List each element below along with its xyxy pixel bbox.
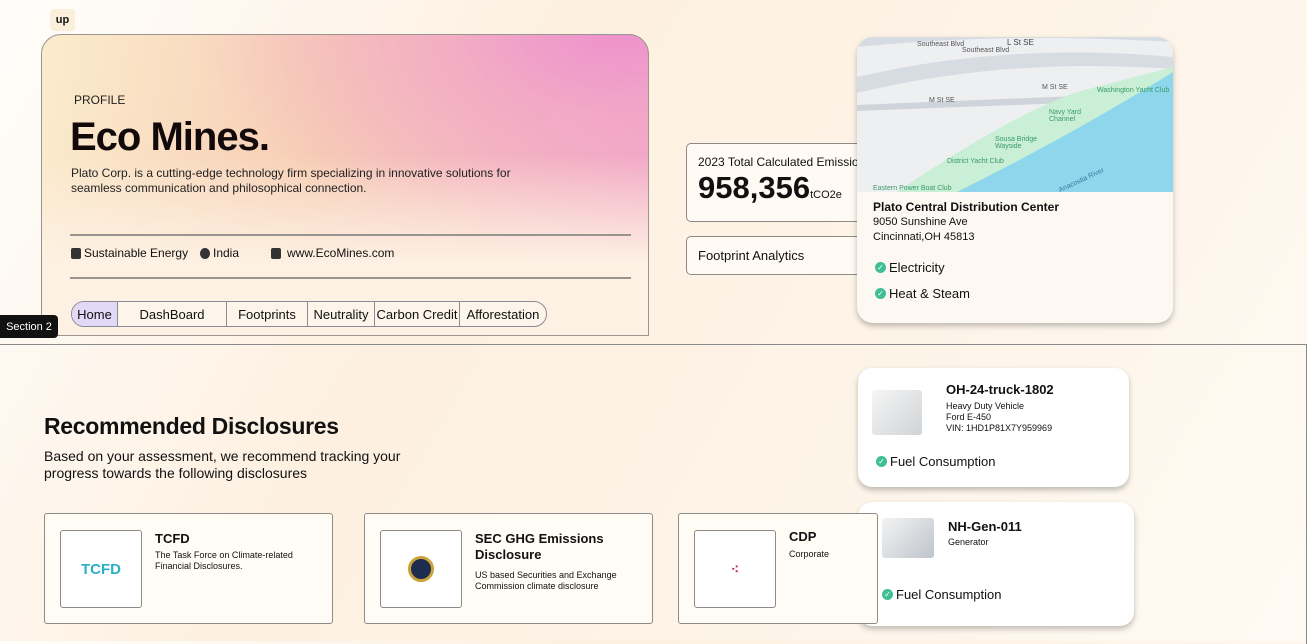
website-link[interactable]: www.EcoMines.com	[287, 246, 395, 260]
map-label: M St SE	[929, 97, 955, 104]
emissions-value: 958,356tCO2e	[698, 170, 865, 206]
generator-image	[882, 518, 934, 558]
emissions-label: 2023 Total Calculated Emissions	[698, 155, 866, 169]
disclosure-name: TCFD	[155, 531, 190, 546]
nav-carbon-credit[interactable]: Carbon Credit	[375, 302, 460, 326]
disclosure-card-sec[interactable]: SEC GHG Emissions Disclosure US based Se…	[364, 513, 653, 624]
map-label: Navy Yard Channel	[1049, 109, 1082, 123]
truck-image	[872, 390, 922, 435]
section-title: Recommended Disclosures	[44, 413, 339, 439]
map-label: L St SE	[1007, 38, 1034, 47]
tag-fuel: ✓ Fuel Consumption	[876, 454, 996, 469]
nav-footprints[interactable]: Footprints	[227, 302, 308, 326]
asset-model: Ford E-450	[946, 412, 992, 422]
check-icon: ✓	[882, 589, 893, 600]
tcfd-logo: TCFD	[60, 530, 142, 608]
location-name: Plato Central Distribution Center	[873, 200, 1060, 214]
company-name: Eco Mines.	[70, 115, 270, 159]
check-icon: ✓	[875, 262, 886, 273]
tag-label: Fuel Consumption	[890, 454, 996, 469]
tag-label: Heat & Steam	[889, 286, 970, 301]
disclosure-desc: US based Securities and Exchange Commiss…	[475, 570, 617, 591]
asset-card-generator[interactable]: NH-Gen-011 Generator ✓ Fuel Consumption	[858, 502, 1134, 626]
asset-vin: VIN: 1HD1P81X7Y959969	[946, 423, 1053, 433]
divider	[70, 234, 631, 236]
asset-name: NH-Gen-011	[948, 519, 1022, 534]
asset-name: OH-24-truck-1802	[946, 382, 1054, 397]
section-2-label: Section 2	[0, 315, 58, 338]
industry-info: Sustainable Energy	[71, 246, 188, 260]
footprint-analytics-button[interactable]: Footprint Analytics	[686, 236, 866, 275]
location-map[interactable]: Southeast Blvd L St SE Southeast Blvd M …	[857, 37, 1173, 192]
nav-afforestation[interactable]: Afforestation	[466, 306, 540, 322]
location-card[interactable]: Southeast Blvd L St SE Southeast Blvd M …	[857, 37, 1173, 323]
map-label: Southeast Blvd	[917, 41, 965, 48]
section-subtitle: Based on your assessment, we recommend t…	[44, 448, 401, 481]
tag-electricity: ✓ Electricity	[875, 260, 1173, 275]
sec-seal-logo	[380, 530, 462, 608]
cdp-logo: ⁖	[694, 530, 776, 608]
nav-home[interactable]: Home	[72, 302, 118, 326]
map-label: District Yacht Club	[947, 158, 1004, 165]
country-text: India	[213, 246, 240, 260]
tag-heat-steam: ✓ Heat & Steam	[875, 286, 1173, 301]
map-label: Sousa Bridge Wayside	[995, 136, 1038, 150]
up-button[interactable]: up	[50, 9, 75, 31]
map-label: Eastern Power Boat Club	[873, 185, 952, 192]
tag-fuel: ✓ Fuel Consumption	[882, 587, 1002, 602]
check-icon: ✓	[875, 288, 886, 299]
tag-label: Fuel Consumption	[896, 587, 1002, 602]
nav-dashboard[interactable]: DashBoard	[118, 302, 227, 326]
asset-type: Heavy Duty Vehicle	[946, 401, 1025, 411]
disclosure-card-cdp[interactable]: ⁖ CDP Corporate	[678, 513, 878, 624]
disclosure-card-tcfd[interactable]: TCFD TCFD The Task Force on Climate-rela…	[44, 513, 333, 624]
divider	[70, 277, 631, 279]
country-info: India	[200, 246, 239, 260]
disclosure-desc: The Task Force on Climate-related Financ…	[155, 550, 293, 571]
profile-card: PROFILE Eco Mines. Plato Corp. is a cutt…	[41, 34, 649, 336]
map-graphic	[857, 37, 1173, 192]
map-label: M St SE	[1042, 84, 1068, 91]
industry-text: Sustainable Energy	[84, 246, 189, 260]
emissions-card: 2023 Total Calculated Emissions 958,356t…	[686, 143, 866, 222]
globe-icon	[200, 247, 210, 259]
map-label: Southeast Blvd	[962, 47, 1010, 54]
tag-label: Electricity	[889, 260, 945, 275]
disclosure-desc: Corporate	[789, 549, 830, 559]
nav-neutrality[interactable]: Neutrality	[308, 302, 375, 326]
asset-card-truck[interactable]: OH-24-truck-1802 Heavy Duty Vehicle Ford…	[858, 368, 1129, 487]
map-label: Washington Yacht Club	[1097, 87, 1170, 94]
emissions-number: 958,356	[698, 170, 811, 205]
emissions-unit: tCO2e	[810, 189, 842, 201]
address-line-2: Cincinnati,OH 45813	[873, 231, 975, 243]
check-icon: ✓	[876, 456, 887, 467]
link-icon	[271, 247, 281, 259]
company-description: Plato Corp. is a cutting-edge technology…	[71, 166, 511, 195]
tcfd-logo-text: TCFD	[81, 560, 121, 578]
asset-type: Generator	[948, 537, 989, 547]
building-icon	[71, 247, 81, 259]
disclosure-name: CDP	[789, 529, 817, 544]
website-info[interactable]: www.EcoMines.com	[271, 246, 394, 260]
profile-nav: Home DashBoard Footprints Neutrality Car…	[71, 301, 547, 327]
profile-label: PROFILE	[74, 93, 126, 107]
address-line-1: 9050 Sunshine Ave	[873, 216, 968, 228]
disclosure-name: SEC GHG Emissions Disclosure	[475, 531, 604, 562]
